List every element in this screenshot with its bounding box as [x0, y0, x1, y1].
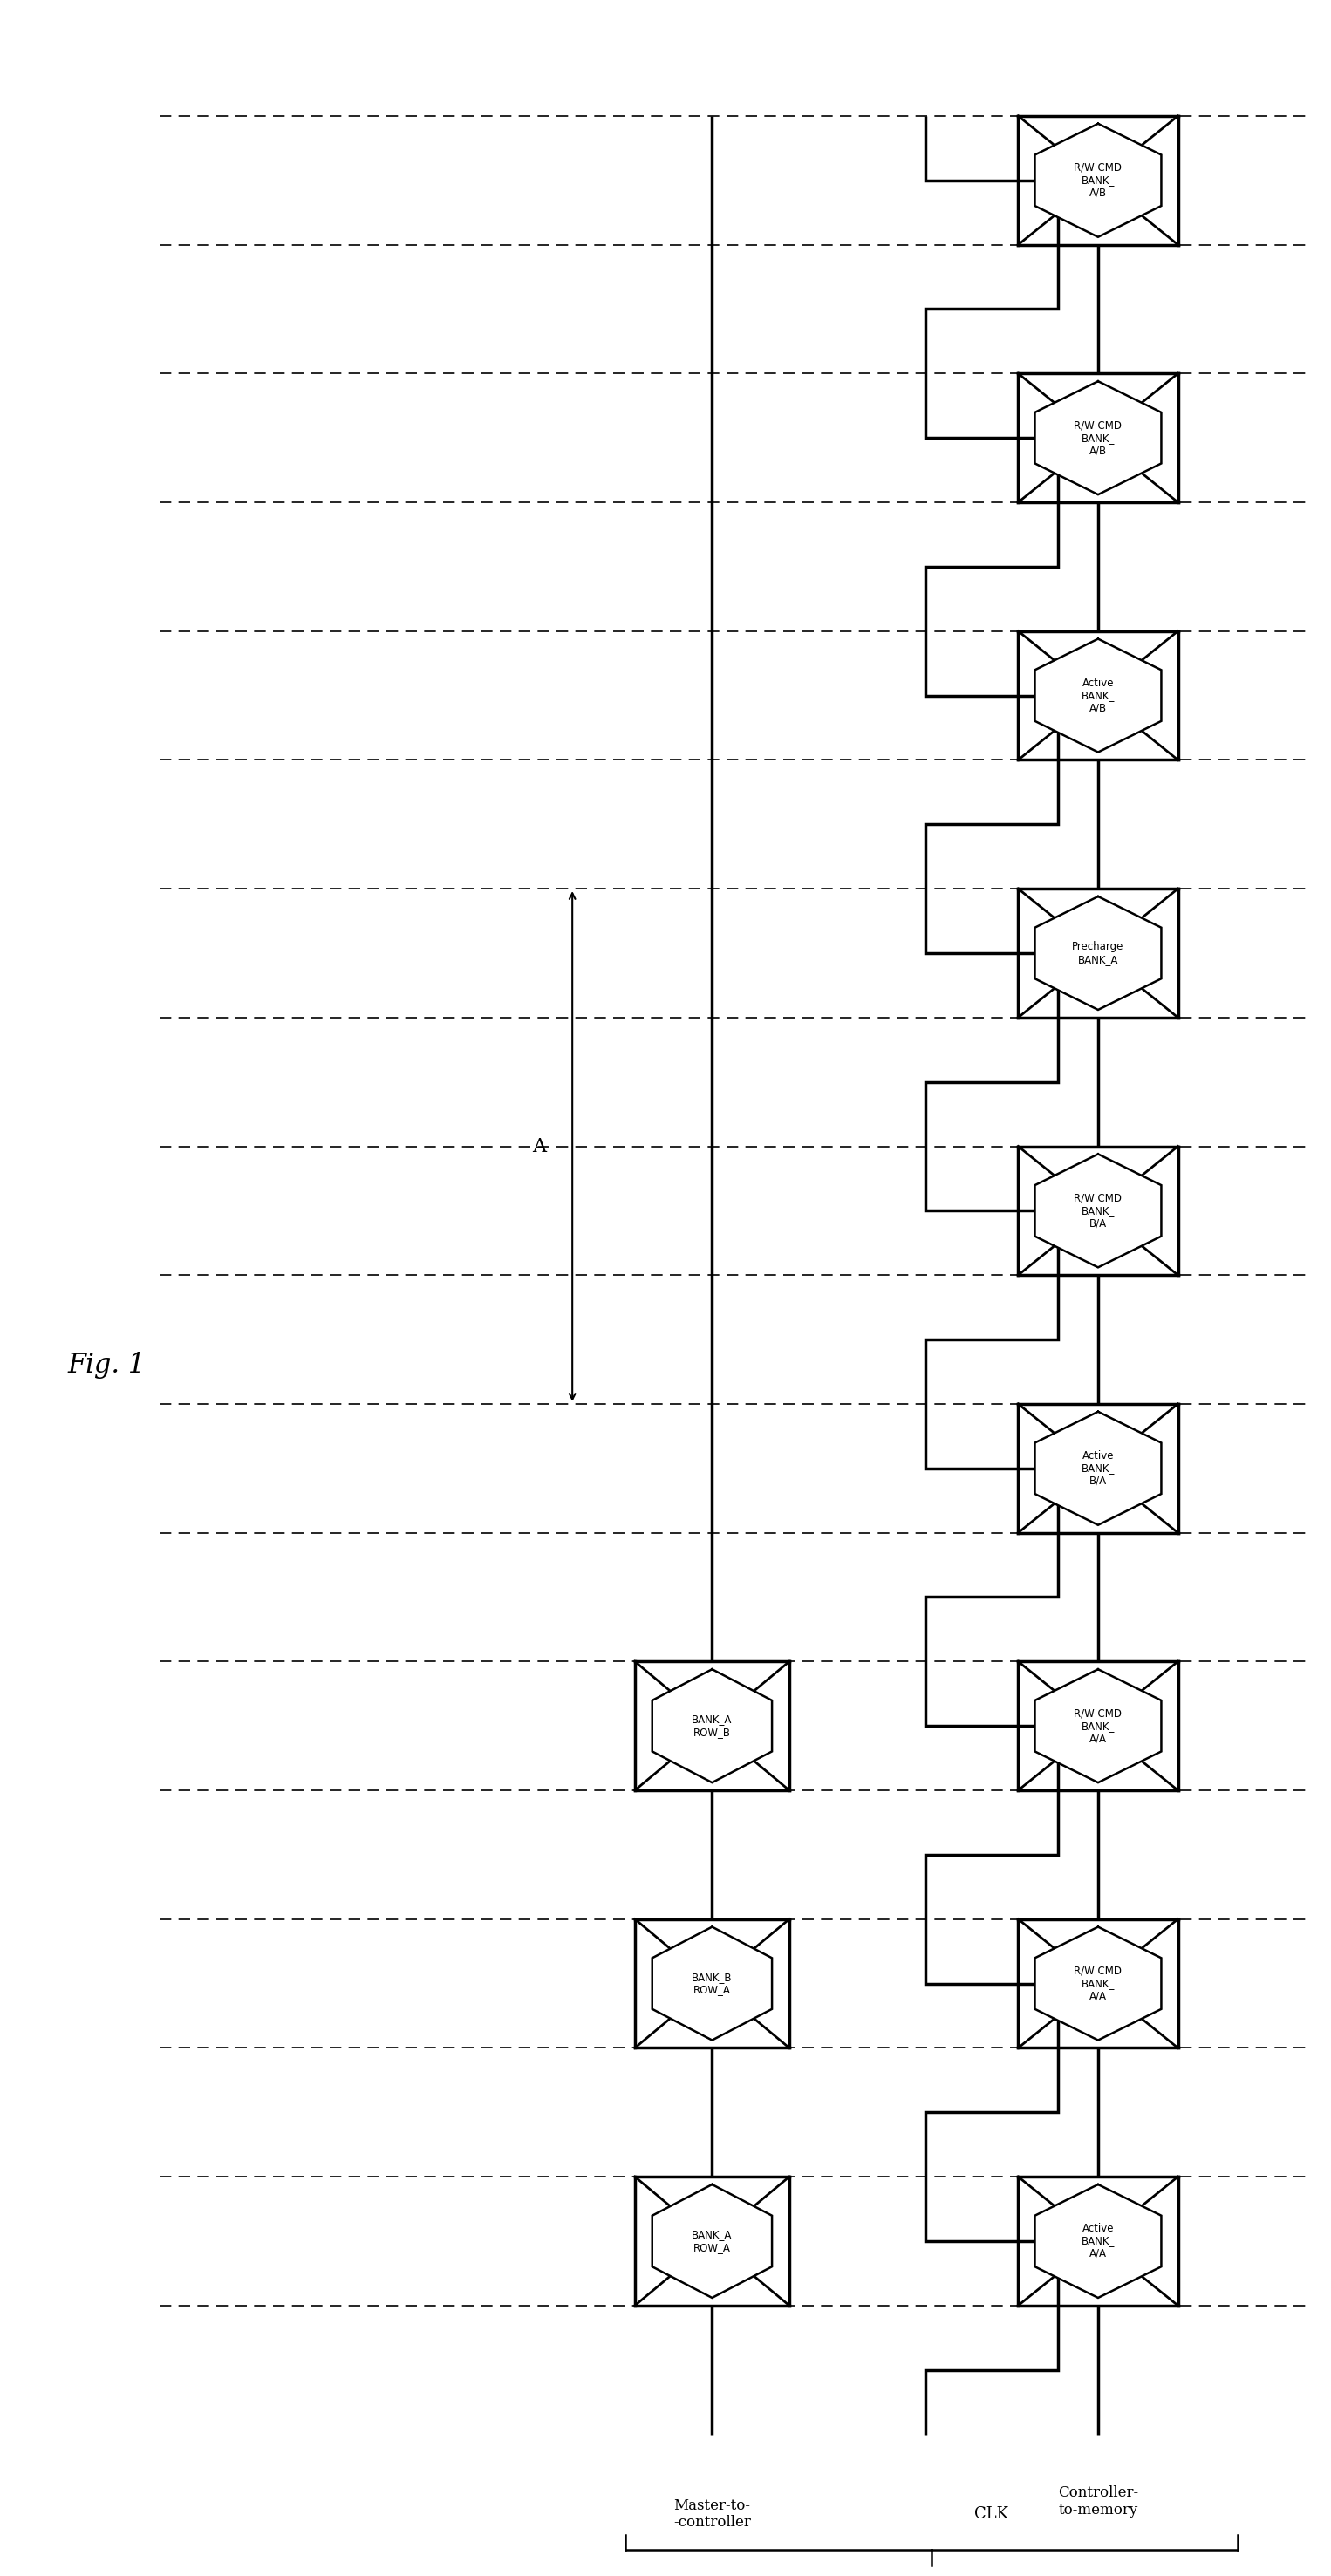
Text: Master-to-
-controller: Master-to- -controller — [673, 2499, 751, 2530]
Text: BANK_A
ROW_B: BANK_A ROW_B — [692, 1713, 732, 1739]
Polygon shape — [1036, 1669, 1161, 1783]
Polygon shape — [1036, 1154, 1161, 1267]
Text: R/W CMD
BANK_
A/B: R/W CMD BANK_ A/B — [1074, 420, 1122, 456]
Polygon shape — [652, 1669, 772, 1783]
Text: BANK_A
ROW_A: BANK_A ROW_A — [692, 2228, 732, 2254]
Text: Active
BANK_
B/A: Active BANK_ B/A — [1081, 1450, 1115, 1486]
Text: A: A — [532, 1136, 546, 1157]
Text: Active
BANK_
A/A: Active BANK_ A/A — [1081, 2223, 1115, 2259]
Polygon shape — [1036, 2184, 1161, 2298]
Text: CLK: CLK — [974, 2506, 1009, 2522]
Text: BANK_B
ROW_A: BANK_B ROW_A — [692, 1971, 732, 1996]
Polygon shape — [1036, 1412, 1161, 1525]
Polygon shape — [1036, 896, 1161, 1010]
Polygon shape — [1036, 639, 1161, 752]
Text: R/W CMD
BANK_
B/A: R/W CMD BANK_ B/A — [1074, 1193, 1122, 1229]
Polygon shape — [652, 2184, 772, 2298]
Text: Controller-
to-memory: Controller- to-memory — [1058, 2486, 1138, 2517]
Text: Active
BANK_
A/B: Active BANK_ A/B — [1081, 677, 1115, 714]
Text: Fig. 1: Fig. 1 — [68, 1352, 145, 1378]
Polygon shape — [652, 1927, 772, 2040]
Text: Precharge
BANK_A: Precharge BANK_A — [1073, 940, 1123, 966]
Text: R/W CMD
BANK_
A/A: R/W CMD BANK_ A/A — [1074, 1965, 1122, 2002]
Polygon shape — [1036, 381, 1161, 495]
Polygon shape — [1036, 1927, 1161, 2040]
Text: R/W CMD
BANK_
A/B: R/W CMD BANK_ A/B — [1074, 162, 1122, 198]
Text: R/W CMD
BANK_
A/A: R/W CMD BANK_ A/A — [1074, 1708, 1122, 1744]
Polygon shape — [1036, 124, 1161, 237]
